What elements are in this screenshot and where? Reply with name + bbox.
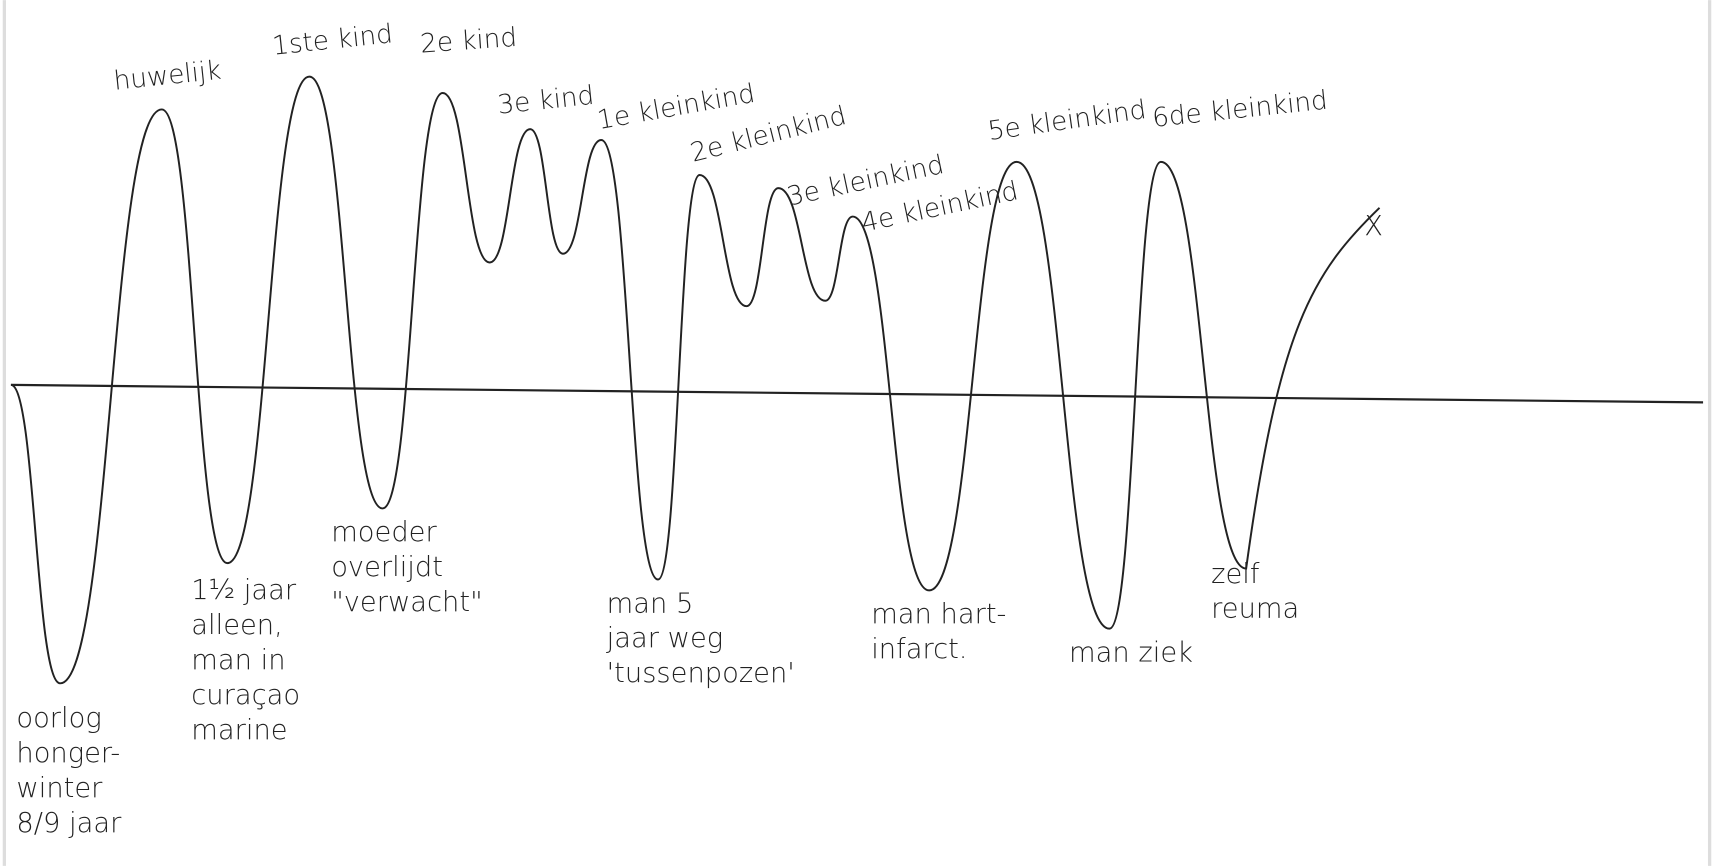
trough-label: man hart- <box>871 599 1006 630</box>
trough-label: honger- <box>16 738 120 769</box>
trough-label: man 5 <box>607 588 694 619</box>
trough-label: reuma <box>1211 594 1299 625</box>
trough-label: curaçao <box>191 680 300 711</box>
trough-label: zelf <box>1211 559 1260 590</box>
trough-label: moeder <box>331 517 437 548</box>
trough-label: jaar weg <box>606 623 724 654</box>
trough-label: infarct. <box>871 634 967 665</box>
trough-label: alleen, <box>191 610 283 641</box>
trough-label: oorlog <box>16 703 101 734</box>
trough-label: man in <box>191 645 285 676</box>
trough-label: overlijdt <box>331 552 443 583</box>
baseline <box>10 383 1704 404</box>
end-marker: X <box>1364 211 1383 242</box>
trough-label: 1½ jaar <box>191 575 297 606</box>
trough-label: 'tussenpozen' <box>607 658 795 689</box>
trough-label: "verwacht" <box>331 587 482 618</box>
trough-label: 8/9 jaar <box>16 808 122 839</box>
life-curve <box>10 75 1381 685</box>
peak-label: 2e kind <box>419 23 518 60</box>
trough-label: man ziek <box>1069 637 1193 668</box>
trough-label: marine <box>191 715 287 746</box>
trough-label: winter <box>16 773 103 804</box>
